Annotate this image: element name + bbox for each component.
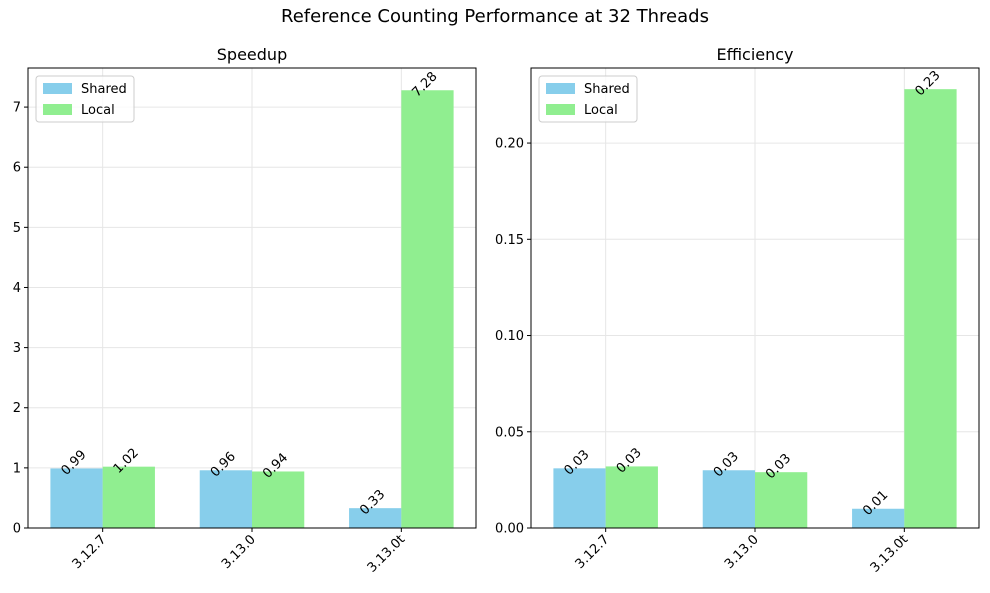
y-tick-label: 0.10 bbox=[495, 329, 524, 344]
legend-label-shared: Shared bbox=[584, 82, 630, 97]
bar-local-3.13.0 bbox=[755, 472, 808, 528]
bar-local-3.13.0t bbox=[904, 89, 957, 529]
x-tick-label: 3.12.7 bbox=[573, 532, 613, 572]
y-tick-label: 5 bbox=[13, 221, 21, 236]
legend-swatch-shared bbox=[43, 83, 72, 94]
y-tick-label: 4 bbox=[13, 281, 21, 296]
bar-shared-3.12.7 bbox=[553, 468, 606, 528]
y-tick-label: 7 bbox=[13, 101, 21, 116]
x-tick-label: 3.12.7 bbox=[70, 532, 110, 572]
bar-local-3.13.0t bbox=[401, 90, 454, 529]
bar-shared-3.13.0t bbox=[852, 508, 905, 528]
bar-local-3.13.0 bbox=[252, 471, 305, 528]
chart-title: Efficiency bbox=[716, 45, 793, 64]
legend-swatch-local bbox=[546, 104, 575, 115]
legend-swatch-shared bbox=[546, 83, 575, 94]
y-tick-label: 2 bbox=[13, 401, 21, 416]
x-tick-label: 3.13.0t bbox=[868, 532, 911, 575]
bar-shared-3.13.0 bbox=[199, 470, 252, 528]
x-tick-label: 3.13.0t bbox=[365, 532, 408, 575]
bar-local-3.12.7 bbox=[102, 466, 155, 528]
y-tick-label: 0.15 bbox=[495, 233, 524, 248]
legend-label-local: Local bbox=[584, 103, 618, 118]
y-tick-label: 0.00 bbox=[495, 522, 524, 537]
figure-title: Reference Counting Performance at 32 Thr… bbox=[281, 6, 709, 27]
bar-local-3.12.7 bbox=[605, 466, 658, 528]
x-tick-label: 3.13.0 bbox=[219, 532, 259, 572]
y-tick-label: 0.05 bbox=[495, 425, 524, 440]
chart-title: Speedup bbox=[217, 45, 287, 64]
x-tick-label: 3.13.0 bbox=[722, 532, 762, 572]
legend-swatch-local bbox=[43, 104, 72, 115]
y-tick-label: 1 bbox=[13, 461, 21, 476]
y-tick-label: 6 bbox=[13, 161, 21, 176]
bar-shared-3.13.0t bbox=[349, 508, 402, 528]
y-tick-label: 0.20 bbox=[495, 137, 524, 152]
bar-shared-3.12.7 bbox=[50, 468, 103, 528]
bar-shared-3.13.0 bbox=[702, 470, 755, 528]
legend-label-shared: Shared bbox=[81, 82, 127, 97]
y-tick-label: 0 bbox=[13, 522, 21, 537]
y-tick-label: 3 bbox=[13, 341, 21, 356]
legend-label-local: Local bbox=[81, 103, 115, 118]
